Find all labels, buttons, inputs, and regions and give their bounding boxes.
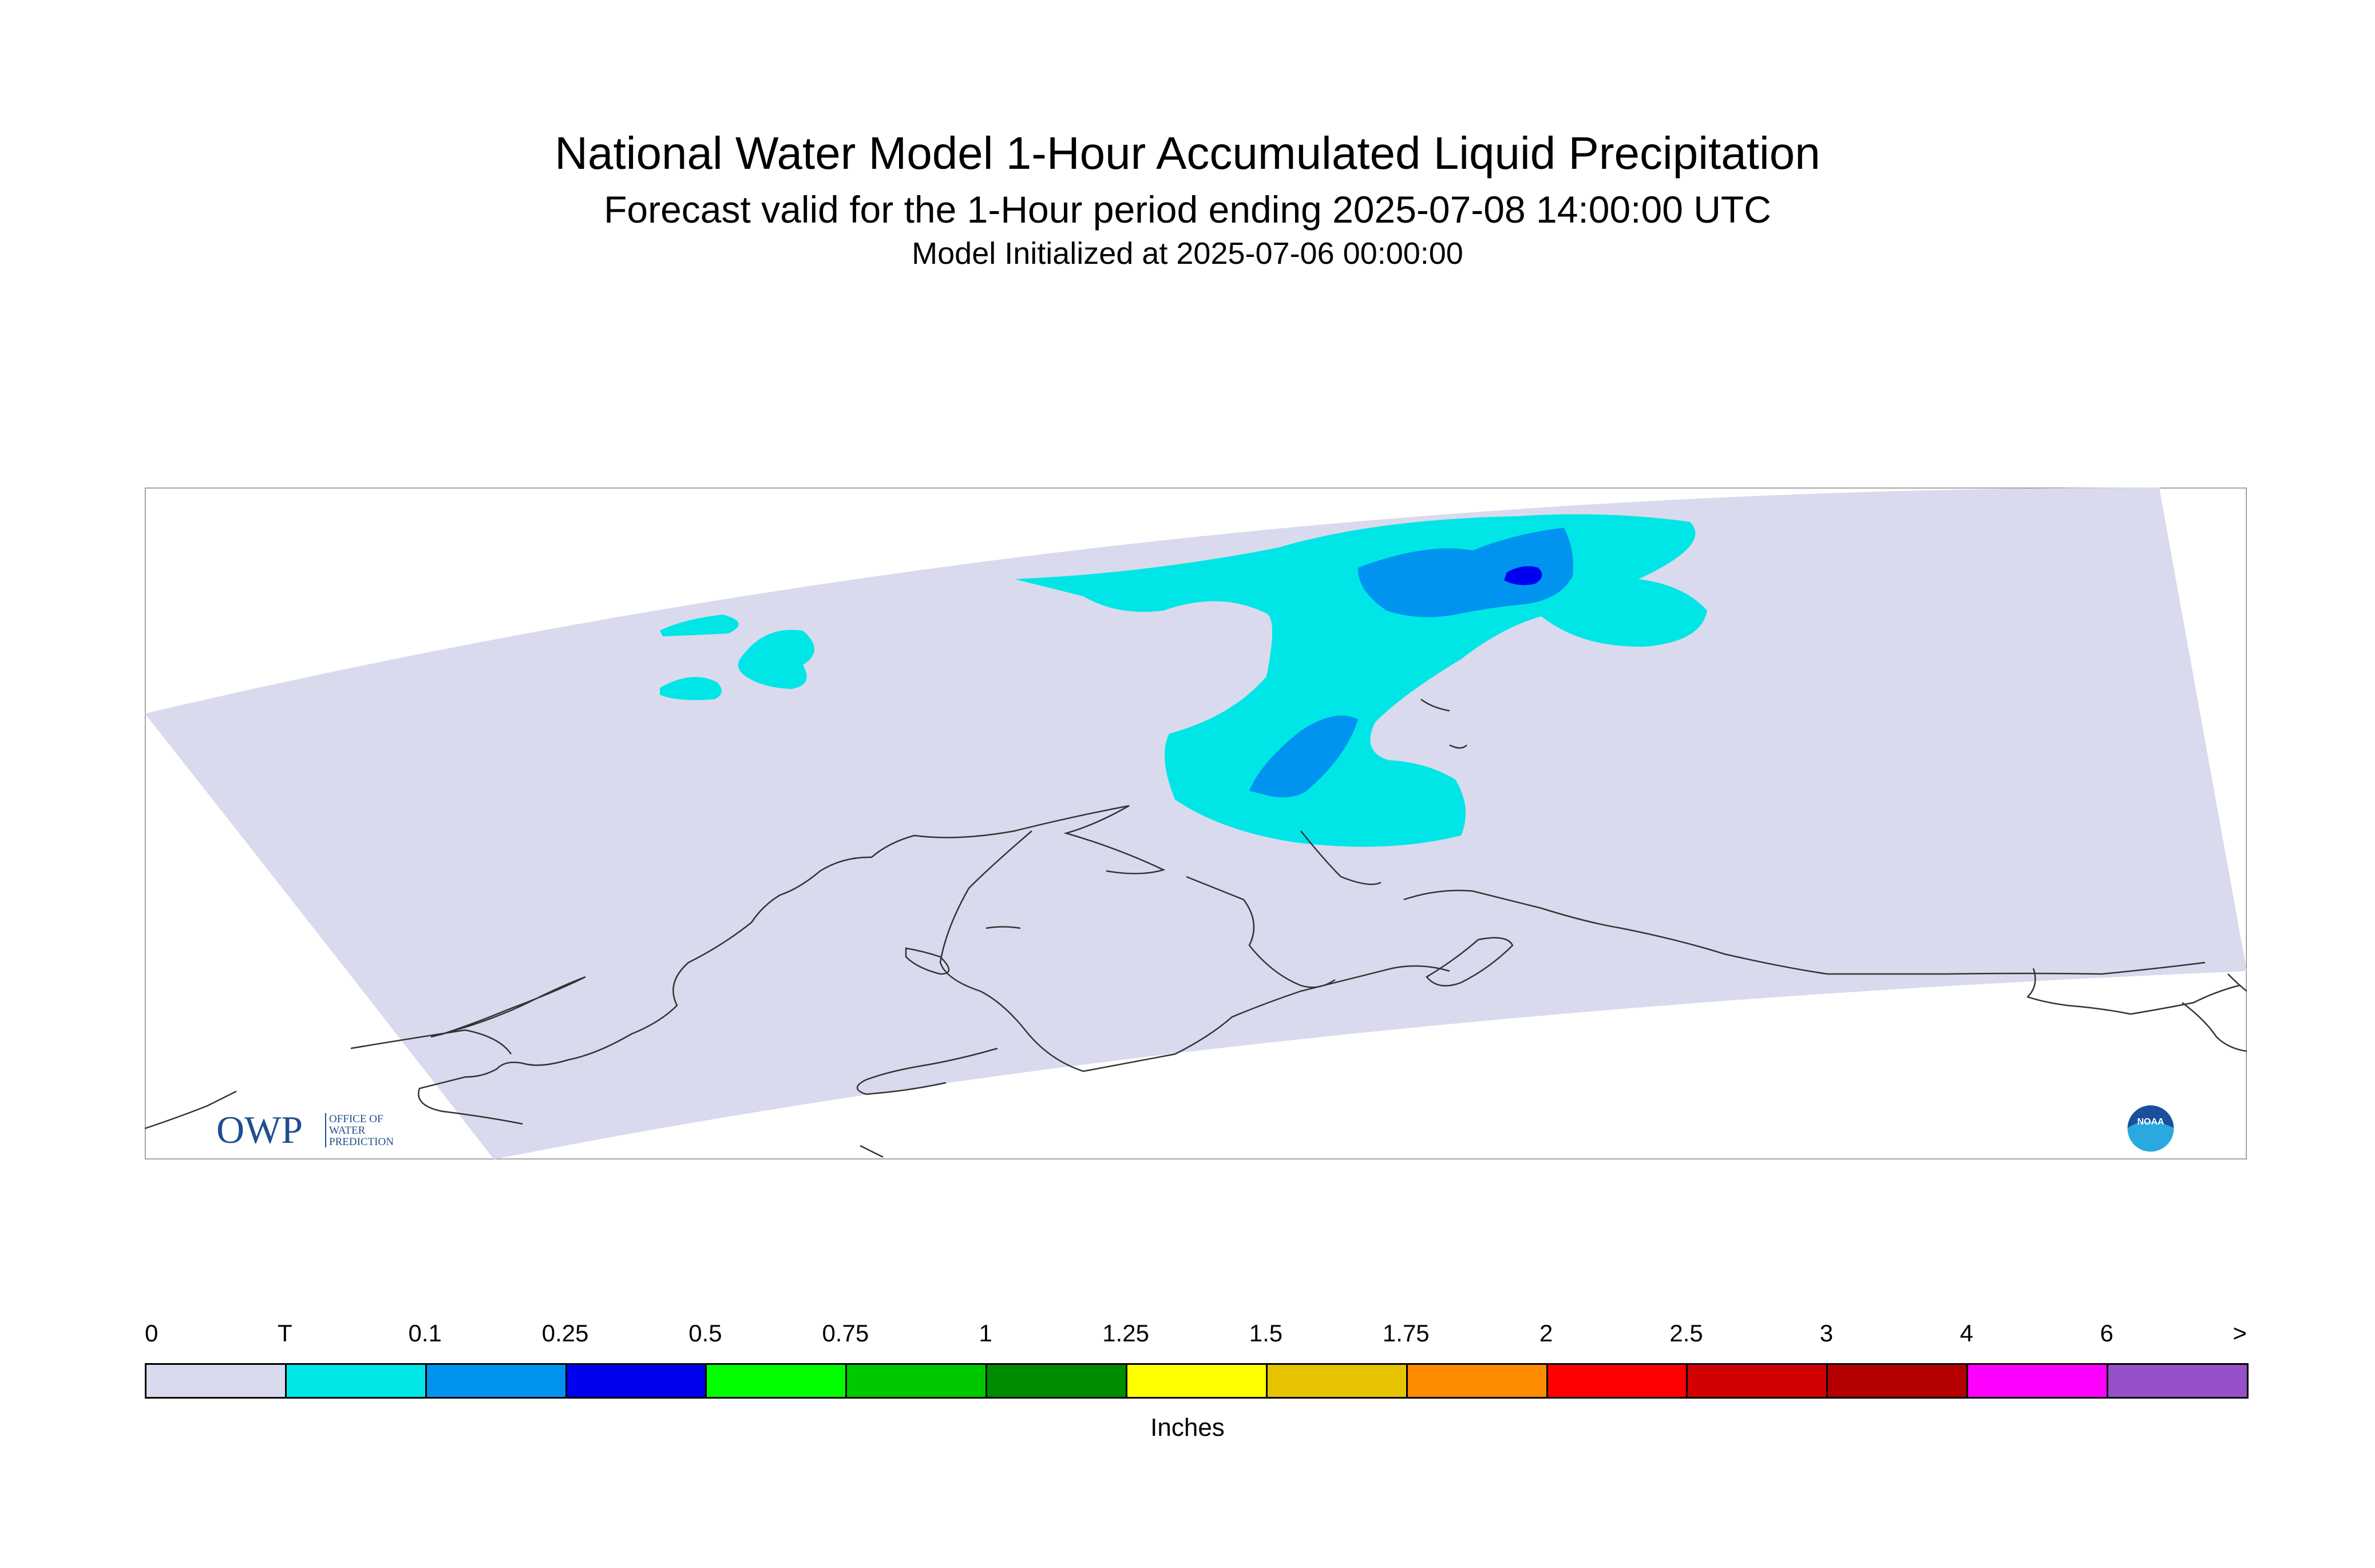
precipitation-map: OWP OFFICE OF WATER PREDICTION NOAA xyxy=(145,488,2247,1159)
colorbar-tick-label: 3 xyxy=(1819,1320,1834,1347)
model-init-line: Model Initialized at 2025-07-06 00:00:00 xyxy=(912,236,1463,271)
light-precip-areas xyxy=(1249,528,1573,798)
colorbar-swatch xyxy=(1828,1365,1969,1397)
colorbar-tick-label: 1.75 xyxy=(1382,1320,1430,1347)
colorbar-tick-label: 1.5 xyxy=(1249,1320,1283,1347)
colorbar-tick-label: 0.5 xyxy=(688,1320,722,1347)
colorbar-swatch xyxy=(707,1365,848,1397)
model-domain xyxy=(145,488,2247,1159)
map-title: National Water Model 1-Hour Accumulated … xyxy=(555,128,1820,179)
colorbar-tick-label: 6 xyxy=(2100,1320,2113,1347)
map-subtitle: Forecast valid for the 1-Hour period end… xyxy=(604,188,1771,231)
moderate-precip-area xyxy=(1504,566,1542,585)
owp-logo-text: OWP xyxy=(216,1108,303,1151)
colorbar-tick-label: T xyxy=(278,1320,292,1347)
colorbar-tick-label: 2 xyxy=(1539,1320,1553,1347)
colorbar-swatch xyxy=(1688,1365,1828,1397)
colorbar-tick-label: 0.1 xyxy=(408,1320,442,1347)
coastlines xyxy=(145,698,2247,1158)
colorbar-tick-label: 0.75 xyxy=(822,1320,869,1347)
colorbar-swatch xyxy=(1267,1365,1408,1397)
colorbar-swatch xyxy=(1547,1365,1688,1397)
colorbar-swatch xyxy=(286,1365,427,1397)
owp-logo-subtext: PREDICTION xyxy=(329,1136,394,1148)
noaa-logo: NOAA xyxy=(2125,1103,2176,1154)
colorbar-tick-label: 0.25 xyxy=(541,1320,589,1347)
colorbar-swatch xyxy=(147,1365,287,1397)
colorbar-swatch xyxy=(987,1365,1128,1397)
colorbar-swatch xyxy=(426,1365,567,1397)
colorbar-swatch xyxy=(567,1365,707,1397)
colorbar-swatch xyxy=(1968,1365,2109,1397)
owp-logo-subtext: WATER xyxy=(329,1124,366,1137)
owp-logo-subtext: OFFICE OF xyxy=(329,1113,383,1125)
colorbar-tick-label: 1.25 xyxy=(1102,1320,1149,1347)
colorbar-swatch xyxy=(1407,1365,1548,1397)
colorbar-tick-label: 2.5 xyxy=(1669,1320,1703,1347)
colorbar-tick-label: 4 xyxy=(1960,1320,1973,1347)
colorbar-tick-label: 1 xyxy=(979,1320,992,1347)
noaa-logo-text: NOAA xyxy=(2137,1117,2164,1127)
colorbar-swatch xyxy=(1127,1365,1268,1397)
owp-logo: OWP OFFICE OF WATER PREDICTION xyxy=(216,1108,394,1151)
colorbar-swatch xyxy=(847,1365,988,1397)
colorbar xyxy=(145,1363,2249,1399)
colorbar-units-label: Inches xyxy=(1150,1413,1225,1442)
colorbar-tick-label: 0 xyxy=(145,1320,159,1347)
colorbar-tick-label: > xyxy=(2232,1320,2247,1347)
colorbar-swatch xyxy=(2108,1365,2247,1397)
